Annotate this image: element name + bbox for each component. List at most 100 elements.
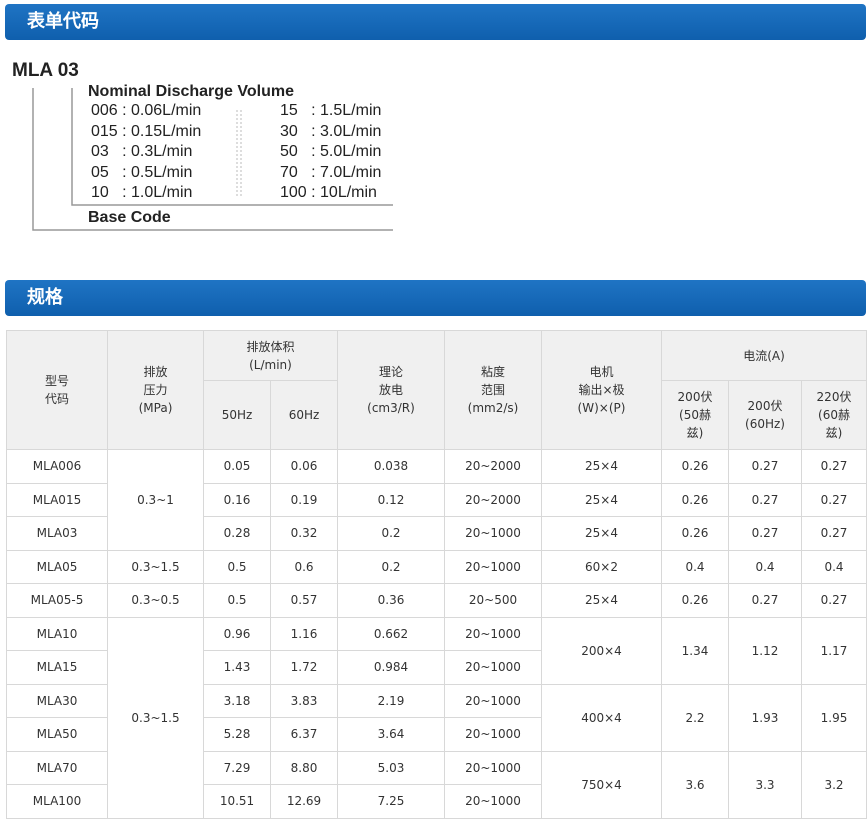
header-line: (W)×(P) (577, 401, 626, 415)
header-50hz: 50Hz (203, 380, 271, 450)
cell-theory: 0.662 (337, 616, 445, 651)
header-viscosity: 粘度 范围 (mm2/s) (444, 330, 542, 450)
header-theory: 理论 放电 (cm3/R) (337, 330, 445, 450)
cell-theory: 0.038 (337, 449, 445, 484)
cell-viscosity: 20~1000 (444, 784, 542, 819)
header-line: 放电 (378, 383, 403, 397)
cell-viscosity: 20~1000 (444, 616, 542, 651)
cell-volume-60hz: 0.32 (270, 516, 338, 551)
cell-model: MLA05 (6, 549, 108, 584)
cell-volume-50hz: 0.5 (203, 549, 271, 584)
nominal-title: Nominal Discharge Volume (88, 83, 294, 100)
cell-volume-50hz: 10.51 (203, 784, 271, 819)
cell-pressure: 0.3~1 (107, 449, 204, 551)
cell-volume-50hz: 1.43 (203, 650, 271, 685)
header-volume: 排放体积 (L/min) (203, 330, 338, 381)
cell-volume-50hz: 0.28 (203, 516, 271, 551)
cell-current: 0.26 (661, 516, 729, 551)
header-line: 范围 (480, 383, 505, 397)
table-row: MLA100 10.51 12.69 7.25 20~1000 (6, 784, 867, 819)
header-line: (MPa) (138, 401, 173, 415)
cell-current: 0.27 (728, 583, 802, 618)
cell-viscosity: 20~1000 (444, 717, 542, 752)
cell-motor: 400×4 (541, 683, 662, 752)
volume-item: 30 : 3.0L/min (280, 122, 382, 140)
cell-model: MLA100 (6, 784, 108, 819)
table-row: MLA15 1.43 1.72 0.984 20~1000 (6, 650, 867, 685)
cell-motor: 25×4 (541, 583, 662, 618)
cell-pressure: 0.3~1.5 (107, 549, 204, 584)
cell-current: 0.4 (661, 549, 729, 584)
cell-model: MLA03 (6, 516, 108, 551)
cell-volume-60hz: 0.06 (270, 449, 338, 484)
cell-volume-60hz: 6.37 (270, 717, 338, 752)
header-line: (cm3/R) (367, 401, 415, 415)
cell-theory: 5.03 (337, 750, 445, 785)
cell-current: 1.12 (728, 616, 802, 685)
volume-item: 03 : 0.3L/min (91, 143, 193, 160)
header-line: 型号 (44, 374, 69, 388)
cell-theory: 0.2 (337, 549, 445, 584)
cell-current: 0.26 (661, 449, 729, 484)
header-line: 代码 (44, 392, 69, 406)
cell-current: 1.93 (728, 683, 802, 752)
cell-model: MLA10 (6, 616, 108, 651)
cell-viscosity: 20~1000 (444, 650, 542, 685)
cell-theory: 3.64 (337, 717, 445, 752)
volume-item: 05 : 0.5L/min (91, 163, 193, 181)
cell-current: 0.4 (728, 549, 802, 584)
cell-current: 0.26 (661, 583, 729, 618)
cell-theory: 0.2 (337, 516, 445, 551)
cell-volume-60hz: 1.16 (270, 616, 338, 651)
cell-volume-60hz: 0.6 (270, 549, 338, 584)
cell-volume-60hz: 0.57 (270, 583, 338, 618)
cell-theory: 2.19 (337, 683, 445, 718)
header-line: 200伏 (677, 390, 713, 404)
cell-volume-60hz: 3.83 (270, 683, 338, 718)
cell-theory: 0.12 (337, 482, 445, 517)
header-line: 排放体积 (246, 339, 295, 354)
header-line: 220伏 (816, 390, 852, 404)
cell-current: 1.17 (801, 616, 867, 685)
header-line: (L/min) (249, 357, 292, 372)
cell-viscosity: 20~1000 (444, 750, 542, 785)
base-code-label: Base Code (88, 209, 171, 226)
header-current-1: 200伏 (50赫 兹) (661, 380, 729, 450)
cell-current: 3.2 (801, 750, 867, 819)
cell-motor: 750×4 (541, 750, 662, 819)
header-line: 输出×极 (578, 383, 625, 397)
header-line: 兹) (686, 426, 704, 440)
table-row: MLA015 0.16 0.19 0.12 20~2000 25×4 0.26 0.27 0.2… (6, 482, 867, 517)
cell-theory: 0.36 (337, 583, 445, 618)
cell-viscosity: 20~1000 (444, 683, 542, 718)
table-row: MLA03 0.28 0.32 0.2 20~1000 25×4 0.26 0.27 0.27 (6, 516, 867, 551)
cell-current: 0.27 (801, 516, 867, 551)
header-line: 电机 (589, 365, 614, 379)
cell-volume-50hz: 3.18 (203, 683, 271, 718)
section-header-code: 表单代码 (5, 4, 866, 40)
header-motor: 电机输出×极 (W)×(P) (541, 330, 662, 450)
cell-current: 0.27 (728, 516, 802, 551)
cell-volume-50hz: 0.16 (203, 482, 271, 517)
header-line: 排放 (143, 365, 168, 379)
cell-volume-60hz: 12.69 (270, 784, 338, 819)
header-current: 电流(A) (661, 330, 867, 381)
cell-volume-60hz: 1.72 (270, 650, 338, 685)
volume-item: 70 : 7.0L/min (280, 163, 382, 181)
cell-current: 3.6 (661, 750, 729, 819)
table-row: MLA006 0.3~1 0.05 0.06 0.038 20~2000 25×4 0.26 0… (6, 449, 867, 551)
header-line: (60Hz) (745, 417, 785, 431)
header-line: (mm2/s) (467, 401, 519, 415)
cell-volume-50hz: 0.96 (203, 616, 271, 651)
table-row: MLA10 0.3~1.5 0.96 1.16 0.662 20~1000 200×4 1.3… (6, 616, 867, 819)
header-line: (60赫 (818, 408, 850, 422)
cell-model: MLA15 (6, 650, 108, 685)
cell-motor: 25×4 (541, 482, 662, 517)
bracket-lines (32, 88, 393, 231)
volume-item: 015 : 0.15L/min (91, 122, 202, 140)
table-row: MLA30 3.18 3.83 2.19 20~1000 400×4 2.2 1.93 1.95 (6, 683, 867, 752)
header-pressure: 排放 压力 (MPa) (107, 330, 204, 450)
cell-theory: 0.984 (337, 650, 445, 685)
cell-current: 3.3 (728, 750, 802, 819)
spec-table: 型号 代码 排放 压力 (MPa) 排放体积 (L/min) 理论 放电 (cm3/R) 粘… (6, 330, 867, 819)
